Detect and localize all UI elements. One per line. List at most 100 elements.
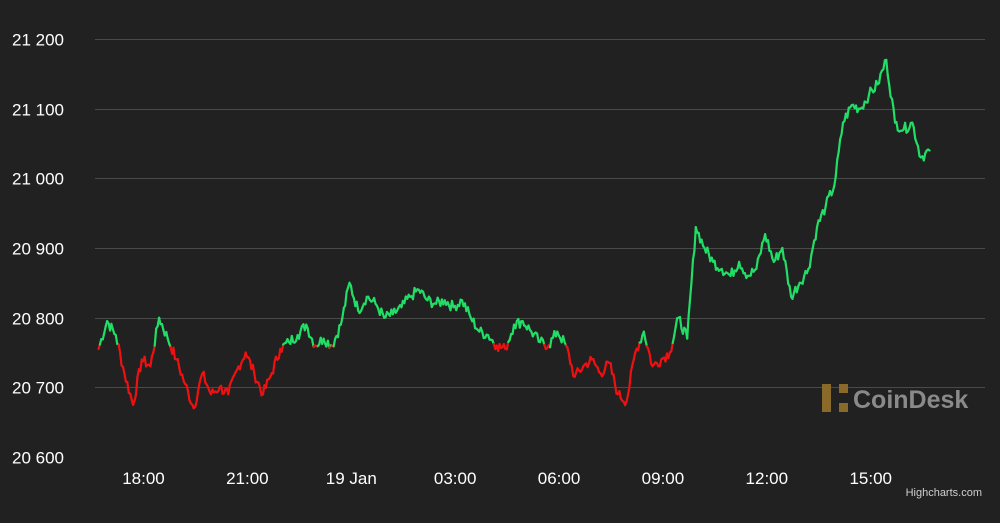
series-segment <box>153 327 158 347</box>
series-segment <box>890 97 895 110</box>
series-segment <box>926 148 931 152</box>
y-tick-label: 21 200 <box>12 31 64 50</box>
x-tick-label: 21:00 <box>226 469 269 488</box>
series-segment <box>186 389 191 402</box>
series-segment <box>220 384 224 395</box>
series-segment <box>612 373 617 386</box>
x-tick-label: 18:00 <box>122 469 165 488</box>
series-segment <box>134 376 139 396</box>
series-segment <box>691 249 696 261</box>
coindesk-logo-icon <box>822 384 848 412</box>
series-segment <box>877 72 882 85</box>
series-segment <box>364 295 368 306</box>
x-tick-label: 09:00 <box>642 469 685 488</box>
grid <box>95 39 985 388</box>
series-segment <box>567 352 572 365</box>
series-segment <box>636 341 641 352</box>
series-segment <box>759 241 764 255</box>
series-segment <box>297 330 302 340</box>
series-segment <box>253 372 257 384</box>
series-segment <box>126 380 130 394</box>
series-segment <box>895 120 899 132</box>
series-segment <box>693 226 697 253</box>
series-segment <box>628 370 633 388</box>
series-segment <box>892 106 897 124</box>
series-segment <box>713 259 718 271</box>
series-segment <box>642 330 647 341</box>
series-segment <box>687 297 692 318</box>
series-segment <box>349 284 354 296</box>
series-segment <box>834 158 839 178</box>
series-segment <box>123 372 128 383</box>
series-segment <box>618 390 622 400</box>
highcharts-credits[interactable]: Highcharts.com <box>906 487 982 499</box>
series-segment <box>644 338 648 348</box>
series-segment <box>341 306 345 320</box>
series-segment <box>801 275 806 285</box>
series-segment <box>548 337 553 349</box>
y-tick-label: 20 800 <box>12 310 64 329</box>
x-tick-label: 03:00 <box>434 469 477 488</box>
series-segment <box>648 352 653 365</box>
series-segment <box>264 378 269 389</box>
series-segment <box>808 253 813 269</box>
series-segment <box>678 315 683 330</box>
series-segment <box>888 83 892 98</box>
series-segment <box>784 260 788 272</box>
series-segment <box>658 358 663 368</box>
series-segment <box>690 258 695 284</box>
series-segment <box>755 257 760 270</box>
series-segment <box>785 269 790 285</box>
series-segment <box>862 100 866 110</box>
x-axis: 18:00 21:00 19 Jan 03:00 06:00 09:00 12:00 15:0… <box>122 469 892 488</box>
series-segment <box>912 126 917 140</box>
series-segment <box>639 334 644 344</box>
series-segment <box>118 351 123 367</box>
series-segment <box>818 213 823 222</box>
series-segment <box>814 226 819 241</box>
series-segment <box>196 381 201 393</box>
series-segment <box>836 150 840 161</box>
series-segment <box>686 315 690 340</box>
series-segment <box>833 175 837 187</box>
x-tick-label: 19 Jan <box>326 469 377 488</box>
series-segment <box>272 360 276 375</box>
series-segment <box>152 344 156 354</box>
series-segment <box>815 219 820 229</box>
series-segment <box>674 317 679 329</box>
x-tick-label: 06:00 <box>538 469 581 488</box>
coindesk-watermark: CoinDesk <box>822 384 968 414</box>
y-axis: 20 600 20 700 20 800 20 900 21 000 21 100 21 2… <box>12 31 64 468</box>
series-segment <box>114 334 119 345</box>
series-segment <box>355 300 360 312</box>
series-segment <box>670 342 674 353</box>
series-segment <box>922 152 927 162</box>
series-segment <box>609 362 614 376</box>
series-segment <box>514 319 519 330</box>
series-segment <box>837 138 842 153</box>
series-segment <box>824 196 829 208</box>
series-segment <box>505 340 510 351</box>
series-segment <box>603 360 608 371</box>
series-segment <box>673 326 677 337</box>
series-segment <box>570 364 575 377</box>
series-segment <box>882 59 887 71</box>
series-segment <box>306 327 311 338</box>
y-tick-label: 20 600 <box>12 449 64 468</box>
series-segment <box>202 370 207 384</box>
series-segment <box>671 334 676 345</box>
series-segment <box>788 285 793 298</box>
x-tick-label: 15:00 <box>849 469 892 488</box>
series-segment <box>769 250 774 260</box>
series-segment <box>535 332 540 343</box>
series-segment <box>823 205 827 216</box>
series-segment <box>280 343 285 353</box>
series-segment <box>117 343 122 354</box>
series-segment <box>310 337 315 348</box>
series-segment <box>846 106 850 119</box>
series-segment <box>886 73 891 87</box>
series-segment <box>903 121 908 134</box>
coindesk-watermark-text: CoinDesk <box>853 386 968 414</box>
